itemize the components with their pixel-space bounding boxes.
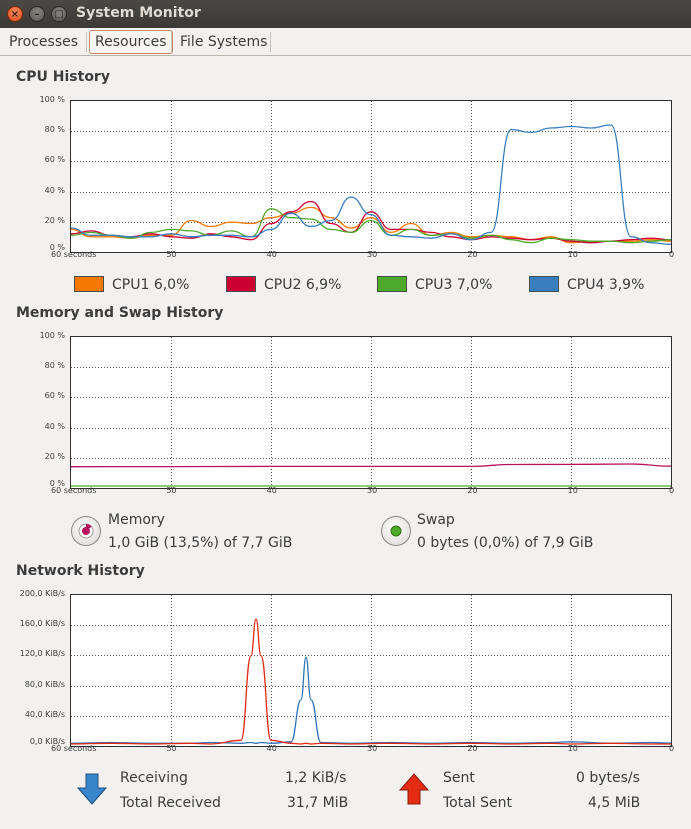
cpu2-legend: CPU2 6,9% <box>264 277 341 293</box>
series-line-memory <box>71 463 671 468</box>
cpu4-label: CPU4 <box>567 277 605 293</box>
y-axis-tick-label: 0 % <box>49 479 65 488</box>
receiving-value: 1,2 KiB/s <box>285 770 347 786</box>
cpu1-color-swatch[interactable] <box>74 276 104 292</box>
series-line-cpu2 <box>71 200 671 244</box>
y-axis-tick-label: 80 % <box>44 125 65 135</box>
net-plot <box>71 595 671 746</box>
tab-resources[interactable]: Resources <box>89 30 173 54</box>
y-axis-tick-label: 100 % <box>39 331 65 340</box>
x-axis-tick-label: 40 <box>266 486 277 495</box>
memory-label: Memory <box>108 512 165 528</box>
x-axis-tick-label: 60 seconds <box>51 250 97 259</box>
cpu-history-graph <box>70 100 672 253</box>
cpu1-value: 6,0% <box>153 277 190 293</box>
receiving-label: Receiving <box>120 770 188 786</box>
sent-label: Sent <box>443 770 475 786</box>
x-axis-tick-label: 10 <box>567 250 578 259</box>
x-axis-tick-label: 10 <box>567 486 578 495</box>
swap-label: Swap <box>417 512 455 528</box>
x-axis-tick-label: 40 <box>266 744 277 753</box>
cpu3-color-swatch[interactable] <box>377 276 407 292</box>
memory-history-title: Memory and Swap History <box>16 305 224 321</box>
y-axis-tick-label: 80,0 KiB/s <box>24 679 65 689</box>
series-line-receiving <box>71 656 671 744</box>
y-axis-tick-label: 120,0 KiB/s <box>19 649 65 659</box>
network-history-title: Network History <box>16 563 145 579</box>
y-axis-tick-label: 20 % <box>44 451 65 461</box>
x-axis-tick-label: 20 <box>467 250 478 259</box>
x-axis-tick-label: 50 <box>166 744 177 753</box>
maximize-icon[interactable]: □ <box>51 6 67 22</box>
sent-value: 0 bytes/s <box>576 770 640 786</box>
x-axis-tick-label: 0 <box>669 486 675 495</box>
minimize-icon[interactable]: – <box>29 6 45 22</box>
series-line-sent <box>71 618 671 745</box>
cpu2-color-swatch[interactable] <box>226 276 256 292</box>
x-axis-tick-label: 40 <box>266 250 277 259</box>
title-bar: × – □ System Monitor <box>0 0 691 28</box>
y-axis-tick-label: 0,0 KiB/s <box>29 737 65 746</box>
y-axis-tick-label: 40 % <box>44 185 65 195</box>
y-axis-tick-label: 40 % <box>44 421 65 431</box>
mem-plot <box>71 337 671 488</box>
y-axis-tick-label: 20 % <box>44 215 65 225</box>
memory-history-graph <box>70 336 672 489</box>
receiving-arrow-icon[interactable] <box>76 773 108 805</box>
network-history-graph <box>70 594 672 747</box>
x-axis-tick-label: 60 seconds <box>51 486 97 495</box>
y-axis-tick-label: 60 % <box>44 391 65 401</box>
y-axis-tick-label: 200,0 KiB/s <box>19 589 65 598</box>
cpu1-legend: CPU1 6,0% <box>112 277 189 293</box>
sent-arrow-icon[interactable] <box>398 773 430 805</box>
cpu4-legend: CPU4 3,9% <box>567 277 644 293</box>
x-axis-tick-label: 0 <box>669 250 675 259</box>
x-axis-tick-label: 30 <box>367 250 378 259</box>
tab-divider <box>270 32 271 52</box>
total-sent-label: Total Sent <box>443 795 513 811</box>
y-axis-tick-label: 40,0 KiB/s <box>24 709 65 719</box>
cpu3-legend: CPU3 7,0% <box>415 277 492 293</box>
cpu1-label: CPU1 <box>112 277 150 293</box>
close-icon[interactable]: × <box>7 6 23 22</box>
total-sent-value: 4,5 MiB <box>588 795 641 811</box>
total-received-value: 31,7 MiB <box>287 795 349 811</box>
cpu-plot <box>71 101 671 252</box>
series-line-cpu1 <box>71 206 671 244</box>
tab-file-systems[interactable]: File Systems <box>180 34 268 50</box>
x-axis-tick-label: 10 <box>567 744 578 753</box>
tab-bar: Processes Resources File Systems <box>0 28 691 56</box>
y-axis-tick-label: 100 % <box>39 95 65 104</box>
x-axis-tick-label: 20 <box>467 744 478 753</box>
x-axis-tick-label: 50 <box>166 250 177 259</box>
y-axis-tick-label: 80 % <box>44 361 65 371</box>
series-line-cpu4 <box>71 124 671 245</box>
y-axis-tick-label: 160,0 KiB/s <box>19 619 65 629</box>
x-axis-tick-label: 30 <box>367 744 378 753</box>
x-axis-tick-label: 60 seconds <box>51 744 97 753</box>
cpu4-value: 3,9% <box>608 277 645 293</box>
cpu3-label: CPU3 <box>415 277 453 293</box>
cpu-history-title: CPU History <box>16 69 110 85</box>
x-axis-tick-label: 30 <box>367 486 378 495</box>
cpu4-color-swatch[interactable] <box>529 276 559 292</box>
cpu3-value: 7,0% <box>456 277 493 293</box>
total-received-label: Total Received <box>120 795 221 811</box>
tab-divider <box>171 32 172 52</box>
window-title: System Monitor <box>76 5 201 21</box>
cpu2-label: CPU2 <box>264 277 302 293</box>
y-axis-tick-label: 60 % <box>44 155 65 165</box>
series-line-cpu3 <box>71 208 671 244</box>
cpu2-value: 6,9% <box>305 277 342 293</box>
memory-value: 1,0 GiB (13,5%) of 7,7 GiB <box>108 535 293 551</box>
x-axis-tick-label: 0 <box>669 744 675 753</box>
swap-value: 0 bytes (0,0%) of 7,9 GiB <box>417 535 594 551</box>
x-axis-tick-label: 20 <box>467 486 478 495</box>
x-axis-tick-label: 50 <box>166 486 177 495</box>
tab-processes[interactable]: Processes <box>9 34 79 50</box>
y-axis-tick-label: 0 % <box>49 243 65 252</box>
memory-pie-icon[interactable] <box>71 516 101 546</box>
tab-divider <box>86 32 87 52</box>
swap-pie-icon[interactable] <box>381 516 411 546</box>
